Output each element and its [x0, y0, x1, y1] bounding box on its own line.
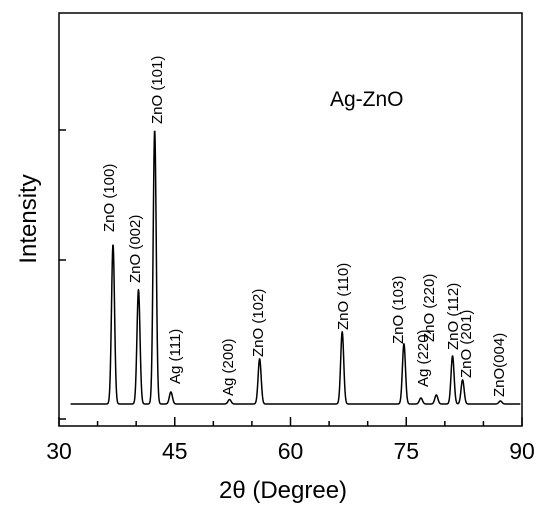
- xrd-spectrum-line: [70, 130, 521, 405]
- peak-label: Ag (111): [167, 329, 184, 384]
- peak-labels: ZnO (100) ZnO (002) ZnO (101) Ag (111) Ag (2…: [101, 56, 508, 397]
- peak-label: ZnO (220): [421, 274, 438, 342]
- chart-title: Ag-ZnO: [330, 88, 404, 111]
- x-tick-label: 30: [46, 438, 72, 464]
- x-axis-tick-labels: 30 45 60 75 90: [46, 438, 535, 464]
- peak-label: ZnO (101): [149, 56, 166, 124]
- y-axis-ticks: [59, 129, 66, 420]
- peak-label: Ag (200): [220, 338, 237, 396]
- peak-label: ZnO (201): [458, 310, 475, 378]
- peak-label: ZnO(004): [491, 333, 508, 397]
- peak-label: ZnO (103): [390, 276, 407, 344]
- peak-label: ZnO (112): [445, 283, 462, 350]
- x-tick-label: 45: [162, 438, 188, 464]
- peak-label: ZnO (100): [101, 164, 118, 232]
- peak-label: Ag (220): [415, 329, 432, 387]
- x-tick-label: 90: [509, 438, 535, 464]
- y-axis-title: Intensity: [15, 174, 42, 263]
- peak-label: ZnO (102): [250, 289, 267, 357]
- x-tick-label: 60: [278, 438, 304, 464]
- x-axis-ticks: [58, 417, 523, 426]
- x-tick-label: 75: [393, 438, 419, 464]
- peak-label: ZnO (110): [335, 263, 352, 330]
- x-axis-title: 2θ (Degree): [219, 477, 347, 504]
- peak-label: ZnO (002): [127, 215, 144, 283]
